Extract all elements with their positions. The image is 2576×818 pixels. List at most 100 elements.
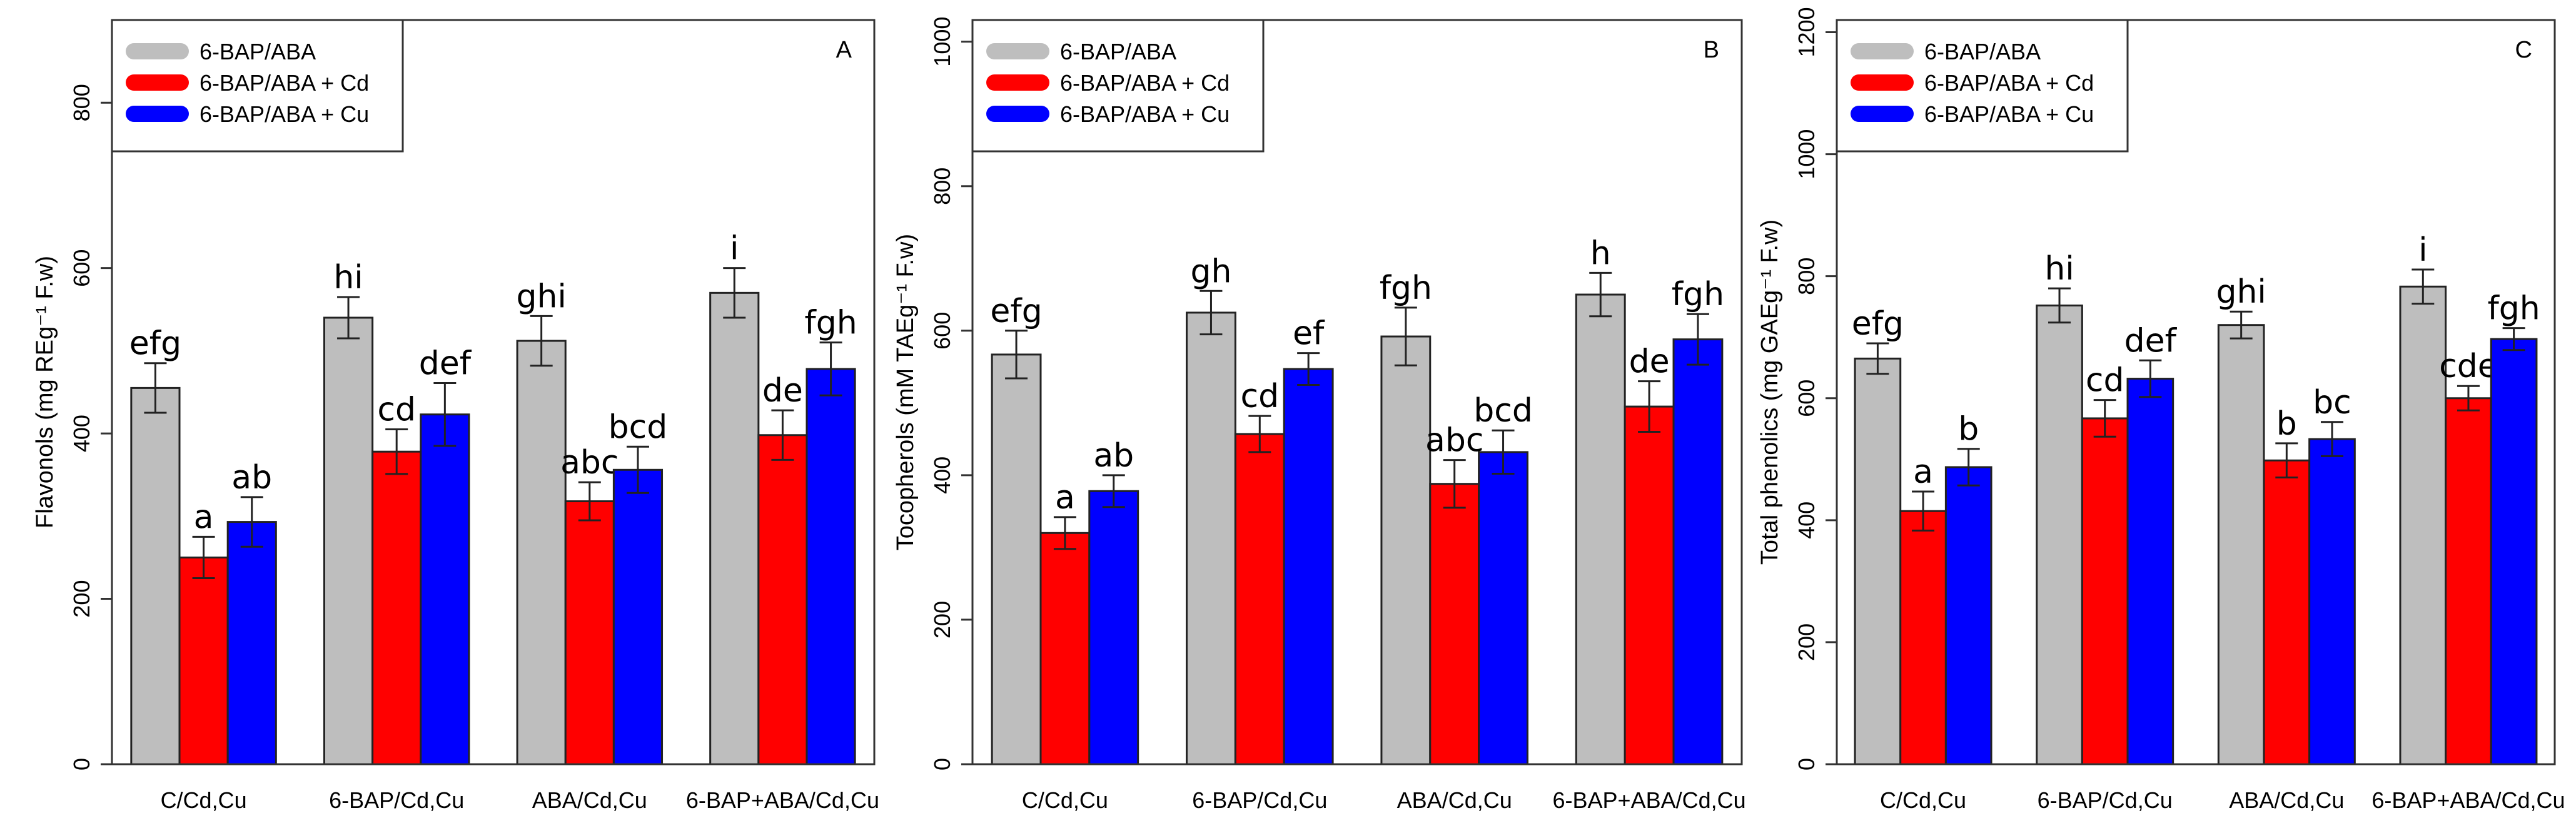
y-tick-label: 600: [69, 250, 94, 287]
significance-letter: i: [730, 230, 739, 268]
significance-letter: bc: [2313, 384, 2351, 422]
significance-letter: b: [2276, 405, 2297, 443]
bar: [1039, 532, 1091, 765]
significance-letter: de: [762, 372, 803, 410]
bar: [1575, 293, 1626, 765]
x-tick-label: 6-BAP/Cd,Cu: [329, 787, 464, 813]
plot-frame: [971, 19, 1743, 765]
x-tick-label: ABA/Cd,Cu: [532, 787, 647, 813]
bar: [1624, 405, 1675, 765]
legend-label: 6-BAP/ABA + Cu: [1924, 101, 2094, 127]
bar: [1283, 368, 1334, 765]
panel-c: efgabC/Cd,Cuhicddef6-BAP/Cd,CughibbcABA/…: [1757, 7, 2565, 813]
x-tick-label: ABA/Cd,Cu: [1397, 787, 1512, 813]
significance-letter: cd: [377, 391, 416, 429]
legend: 6-BAP/ABA 6-BAP/ABA + Cd 6-BAP/ABA + Cu: [111, 19, 404, 153]
significance-letter: fgh: [2487, 290, 2540, 328]
bar: [1429, 483, 1480, 765]
x-tick-label: 6-BAP+ABA/Cd,Cu: [686, 787, 879, 813]
y-axis-label: Tocopherols (mM TAEg⁻¹ F.w): [892, 234, 919, 550]
x-tick-label: ABA/Cd,Cu: [2229, 787, 2344, 813]
bar: [226, 521, 277, 765]
significance-letter: fgh: [1672, 276, 1724, 313]
significance-letter: efg: [1852, 305, 1904, 343]
x-tick-label: C/Cd,Cu: [1880, 787, 1966, 813]
significance-letter: de: [1629, 343, 1670, 381]
significance-letter: ghi: [516, 278, 566, 315]
bar: [323, 316, 374, 765]
bar: [709, 291, 760, 765]
y-tick-label: 600: [1794, 380, 1819, 417]
y-tick-label: 200: [1794, 624, 1819, 661]
legend-label: 6-BAP/ABA + Cu: [1060, 101, 1230, 127]
legend: 6-BAP/ABA 6-BAP/ABA + Cd 6-BAP/ABA + Cu: [1836, 19, 2129, 153]
legend-label: 6-BAP/ABA: [1924, 39, 2041, 64]
y-tick-label: 0: [1794, 758, 1819, 770]
bar: [516, 340, 567, 765]
bar: [2308, 438, 2356, 765]
significance-letter: efg: [990, 293, 1042, 330]
legend-label: 6-BAP/ABA + Cd: [1060, 70, 1230, 96]
legend-label: 6-BAP/ABA: [200, 39, 316, 64]
y-tick-label: 1000: [1794, 129, 1819, 179]
bar: [2126, 378, 2174, 765]
bar: [1672, 338, 1724, 765]
y-tick-label: 400: [929, 457, 955, 494]
significance-letter: def: [419, 345, 472, 382]
bar: [2263, 459, 2311, 765]
bar: [1899, 510, 1947, 765]
legend-label: 6-BAP/ABA + Cu: [200, 101, 369, 127]
bar: [1234, 433, 1285, 765]
significance-letter: gh: [1190, 253, 1231, 290]
significance-letter: a: [194, 498, 214, 536]
y-tick-label: 800: [1794, 258, 1819, 295]
panel-label: C: [2515, 37, 2532, 63]
significance-letter: i: [2418, 231, 2427, 269]
bar: [1380, 335, 1432, 765]
significance-letter: hi: [2044, 250, 2074, 288]
y-tick-label: 1200: [1794, 7, 1819, 57]
bar: [1478, 451, 1528, 765]
significance-letter: fgh: [1380, 270, 1432, 307]
significance-letter: abc: [1425, 422, 1483, 460]
plot-frame: [111, 19, 876, 765]
bar: [2081, 417, 2129, 765]
significance-letter: cd: [1240, 378, 1279, 415]
y-tick-label: 600: [929, 312, 955, 350]
bar: [178, 556, 229, 765]
significance-letter: a: [1055, 479, 1075, 517]
bar: [2490, 338, 2538, 765]
significance-letter: a: [1913, 453, 1933, 491]
significance-letter: ab: [1093, 437, 1134, 475]
significance-letter: cd: [2086, 362, 2124, 400]
x-tick-label: 6-BAP+ABA/Cd,Cu: [2371, 787, 2565, 813]
x-tick-label: 6-BAP+ABA/Cd,Cu: [1553, 787, 1746, 813]
y-axis-label: Flavonols (mg REg⁻¹ F.w): [32, 256, 58, 528]
y-tick-label: 0: [929, 758, 955, 770]
bar: [1186, 311, 1236, 765]
significance-letter: bcd: [1473, 392, 1533, 430]
y-tick-label: 1000: [929, 17, 955, 67]
legend-label: 6-BAP/ABA + Cd: [1924, 70, 2094, 96]
bar: [1944, 466, 1993, 765]
bar: [1854, 357, 1902, 765]
bar: [757, 434, 808, 765]
bar: [371, 450, 422, 765]
y-tick-label: 400: [69, 415, 94, 452]
x-tick-label: C/Cd,Cu: [161, 787, 247, 813]
bar: [1088, 490, 1139, 765]
legend: 6-BAP/ABA 6-BAP/ABA + Cd 6-BAP/ABA + Cu: [971, 19, 1265, 153]
significance-letter: abc: [560, 444, 619, 482]
significance-letter: cde: [2439, 348, 2498, 385]
significance-letter: fgh: [804, 305, 857, 342]
panel-label: A: [836, 37, 852, 63]
y-tick-label: 800: [69, 84, 94, 121]
y-tick-label: 200: [69, 580, 94, 618]
y-axis-label: Total phenolics (mg GAEg⁻¹ F.w): [1757, 220, 1783, 565]
y-tick-label: 800: [929, 168, 955, 205]
y-tick-label: 200: [929, 601, 955, 639]
x-tick-label: 6-BAP/Cd,Cu: [2038, 787, 2173, 813]
